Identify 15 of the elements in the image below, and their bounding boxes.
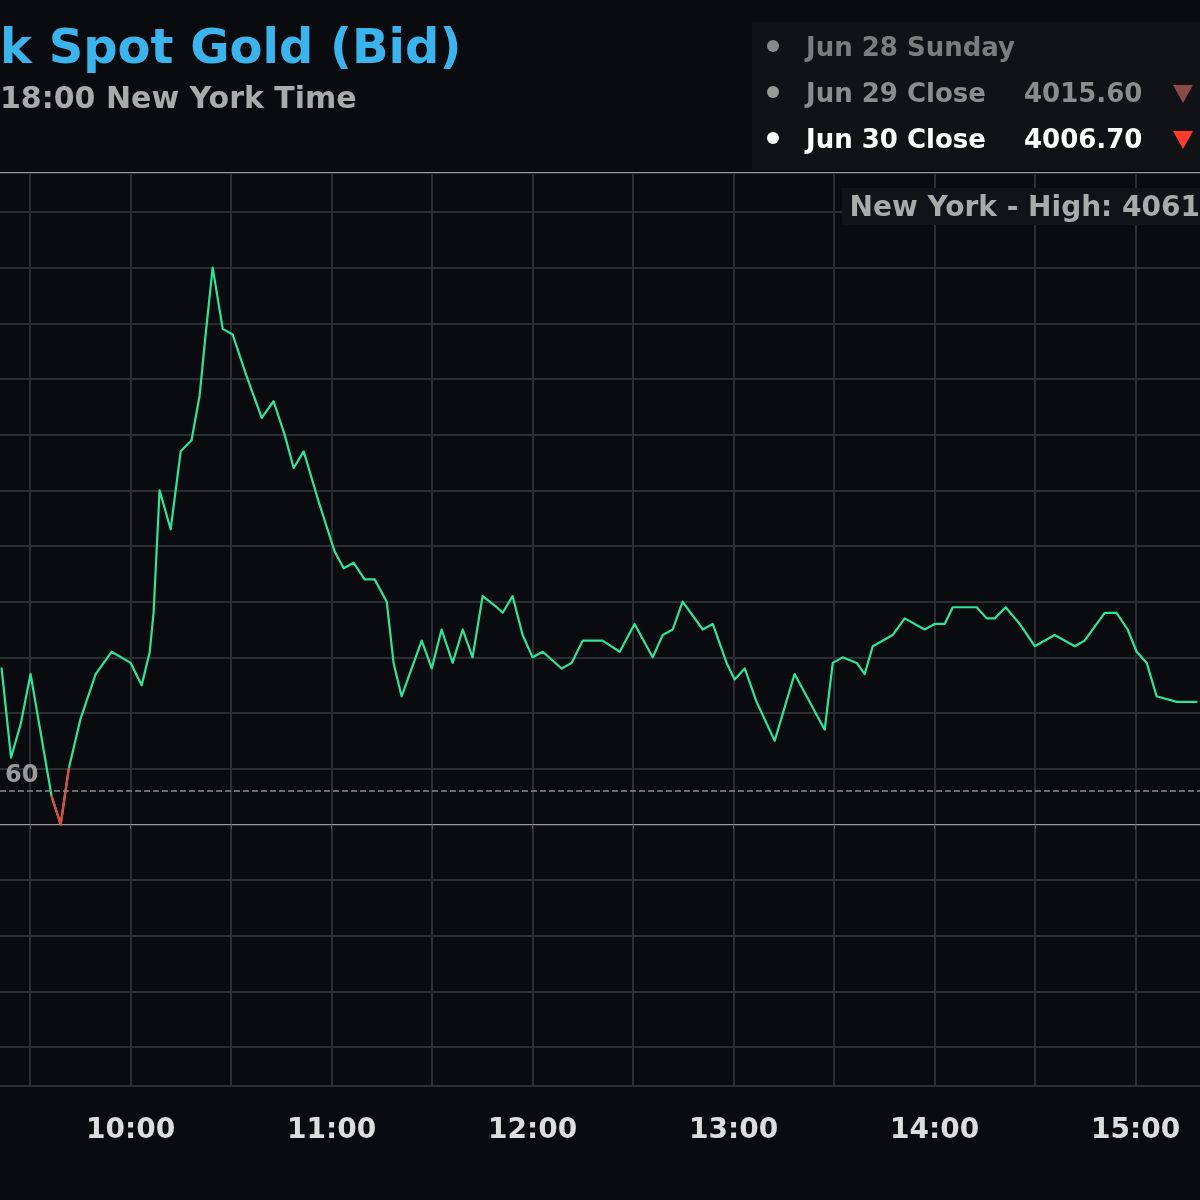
x-tick-label: 15:00 bbox=[1091, 1111, 1181, 1145]
text: Jun 29 Close bbox=[806, 78, 986, 108]
text: 4015.60 bbox=[1024, 78, 1143, 108]
ref-line-label: 60 bbox=[5, 759, 39, 788]
x-tick-label: 13:00 bbox=[689, 1111, 779, 1145]
chart-title: k Spot Gold (Bid) bbox=[0, 18, 462, 74]
x-tick-label: 11:00 bbox=[287, 1111, 377, 1145]
x-tick-label: 14:00 bbox=[890, 1111, 980, 1145]
text: Jun 30 Close bbox=[806, 124, 986, 154]
x-tick-label: 12:00 bbox=[488, 1111, 578, 1145]
text: Jun 28 Sunday bbox=[806, 32, 1016, 62]
text: 4006.70 bbox=[1024, 124, 1143, 154]
x-tick-label: 10:00 bbox=[86, 1111, 176, 1145]
text: New York - High: 4061 bbox=[841, 188, 1200, 225]
chart-subtitle: 18:00 New York Time bbox=[0, 80, 357, 115]
